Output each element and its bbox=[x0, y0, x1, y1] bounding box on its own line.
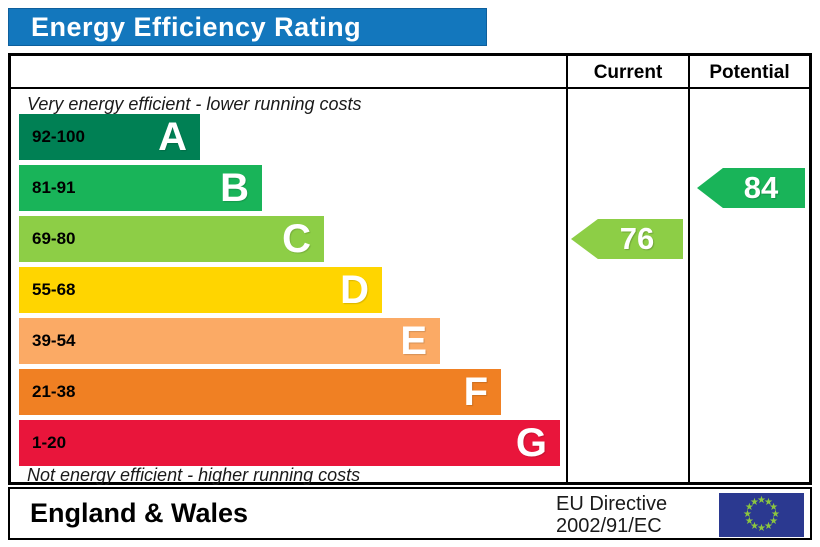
eu-flag-star: ★ bbox=[744, 502, 754, 513]
caption-very-efficient: Very energy efficient - lower running co… bbox=[27, 94, 362, 114]
band-letter-label: C bbox=[282, 217, 311, 261]
eu-flag-star: ★ bbox=[764, 496, 773, 508]
band-range-label: 39-54 bbox=[32, 331, 76, 350]
potential-rating-arrow: 84 bbox=[697, 168, 805, 208]
band-letter-label: D bbox=[340, 268, 369, 312]
band-row-b: 81-91 B bbox=[19, 165, 262, 211]
current-rating-value: 76 bbox=[619, 221, 655, 256]
current-rating-arrow: 76 bbox=[571, 219, 683, 259]
table-header-row: Current Potential bbox=[11, 56, 809, 89]
band-range-label: 21-38 bbox=[32, 382, 76, 401]
eu-flag-star: ★ bbox=[750, 521, 759, 533]
eu-flag-star: ★ bbox=[771, 509, 780, 520]
eu-directive-line2: 2002/91/EC bbox=[556, 515, 662, 537]
eu-flag-star: ★ bbox=[750, 496, 759, 508]
current-column-header: Current bbox=[593, 61, 663, 83]
band-range-label: 55-68 bbox=[32, 280, 76, 299]
band-row-e: 39-54 E bbox=[19, 318, 440, 364]
band-range-label: 81-91 bbox=[32, 178, 76, 197]
potential-column-header: Potential bbox=[709, 61, 790, 83]
band-range-label: 92-100 bbox=[32, 127, 85, 146]
band-row-c: 69-80 C bbox=[19, 216, 324, 262]
band-row-d: 55-68 D bbox=[19, 267, 382, 313]
eu-flag-star: ★ bbox=[757, 495, 766, 506]
potential-column-divider bbox=[688, 56, 690, 482]
band-letter-label: E bbox=[400, 319, 427, 363]
band-letter-label: F bbox=[463, 370, 488, 414]
eu-flag-star: ★ bbox=[744, 516, 754, 527]
page-title: Energy Efficiency Rating bbox=[31, 11, 362, 42]
rating-table: Current Potential Very energy efficient … bbox=[8, 53, 812, 485]
eu-flag-star: ★ bbox=[764, 521, 773, 533]
band-range-label: 69-80 bbox=[32, 229, 76, 248]
current-column-divider bbox=[566, 56, 568, 482]
potential-rating-value: 84 bbox=[743, 170, 779, 205]
eu-directive-label: EU Directive 2002/91/EC bbox=[556, 493, 667, 537]
rating-bands: 92-100 A 81-91 B 69-80 C 55-68 D 39-54 E 21-38 F 1-2… bbox=[19, 114, 560, 471]
band-letter-label: B bbox=[220, 166, 249, 210]
eu-flag-icon: ★ ★ ★ ★ ★ ★ ★ ★ ★ ★ ★ ★ bbox=[719, 493, 804, 537]
eu-flag-star: ★ bbox=[757, 523, 766, 534]
band-letter-label: A bbox=[158, 115, 187, 159]
eu-flag-star: ★ bbox=[769, 516, 779, 527]
band-range-label: 1-20 bbox=[32, 433, 67, 452]
eu-flag-star: ★ bbox=[769, 502, 779, 513]
caption-not-efficient: Not energy efficient - higher running co… bbox=[27, 465, 361, 485]
band-row-g: 1-20 G bbox=[19, 420, 560, 466]
title-bar: Energy Efficiency Rating bbox=[8, 8, 487, 46]
eu-flag-star: ★ bbox=[743, 509, 752, 520]
band-row-f: 21-38 F bbox=[19, 369, 501, 415]
band-row-a: 92-100 A bbox=[19, 114, 200, 160]
region-label: England & Wales bbox=[30, 498, 249, 528]
band-letter-label: G bbox=[515, 421, 547, 465]
footer: England & Wales EU Directive 2002/91/EC … bbox=[8, 487, 812, 540]
eu-directive-line1: EU Directive bbox=[556, 493, 668, 515]
